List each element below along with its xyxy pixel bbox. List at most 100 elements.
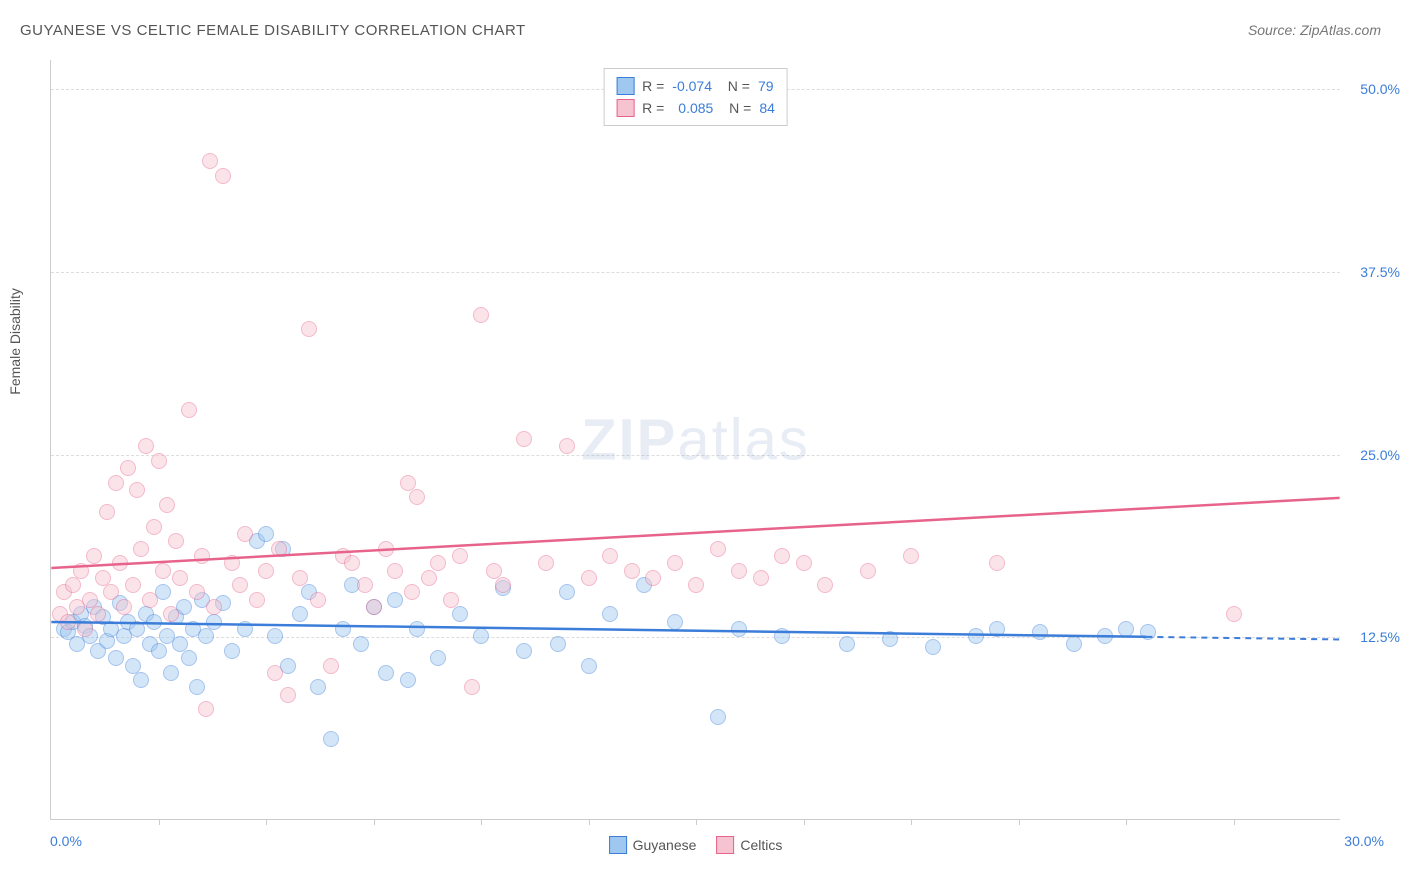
scatter-point xyxy=(163,665,179,681)
scatter-point xyxy=(77,621,93,637)
x-tick xyxy=(1234,819,1235,825)
scatter-point xyxy=(249,592,265,608)
scatter-point xyxy=(774,628,790,644)
scatter-point xyxy=(404,584,420,600)
scatter-point xyxy=(198,628,214,644)
scatter-point xyxy=(142,592,158,608)
x-tick xyxy=(1126,819,1127,825)
y-tick-label: 12.5% xyxy=(1360,629,1400,645)
scatter-point xyxy=(224,555,240,571)
scatter-point xyxy=(194,548,210,564)
scatter-point xyxy=(486,563,502,579)
y-tick-label: 37.5% xyxy=(1360,264,1400,280)
scatter-point xyxy=(387,563,403,579)
scatter-point xyxy=(168,533,184,549)
scatter-point xyxy=(989,621,1005,637)
scatter-point xyxy=(90,606,106,622)
legend-item-celtics: Celtics xyxy=(716,836,782,854)
scatter-point xyxy=(82,592,98,608)
scatter-point xyxy=(464,679,480,695)
scatter-point xyxy=(968,628,984,644)
scatter-point xyxy=(421,570,437,586)
x-tick xyxy=(696,819,697,825)
scatter-point xyxy=(138,438,154,454)
scatter-point xyxy=(129,482,145,498)
scatter-point xyxy=(817,577,833,593)
scatter-point xyxy=(378,541,394,557)
scatter-point xyxy=(366,599,382,615)
scatter-point xyxy=(602,548,618,564)
gridline xyxy=(51,455,1340,456)
scatter-point xyxy=(335,621,351,637)
scatter-point xyxy=(310,679,326,695)
scatter-point xyxy=(129,621,145,637)
watermark: ZIPatlas xyxy=(581,406,810,473)
scatter-point xyxy=(774,548,790,564)
scatter-point xyxy=(237,526,253,542)
x-axis-min-label: 0.0% xyxy=(50,833,82,849)
scatter-point xyxy=(133,541,149,557)
scatter-point xyxy=(99,504,115,520)
y-tick-label: 50.0% xyxy=(1360,81,1400,97)
scatter-point xyxy=(112,555,128,571)
legend-swatch-celtics xyxy=(616,99,634,117)
scatter-point xyxy=(443,592,459,608)
scatter-point xyxy=(387,592,403,608)
scatter-point xyxy=(882,631,898,647)
scatter-point xyxy=(495,577,511,593)
scatter-point xyxy=(344,555,360,571)
scatter-point xyxy=(710,709,726,725)
scatter-point xyxy=(189,584,205,600)
scatter-point xyxy=(292,606,308,622)
scatter-point xyxy=(559,438,575,454)
plot-area: ZIPatlas R = -0.074 N = 79 R = 0.085 N =… xyxy=(50,60,1340,820)
chart-title: GUYANESE VS CELTIC FEMALE DISABILITY COR… xyxy=(20,22,526,39)
scatter-point xyxy=(516,431,532,447)
scatter-point xyxy=(839,636,855,652)
scatter-point xyxy=(667,614,683,630)
scatter-point xyxy=(516,643,532,659)
scatter-point xyxy=(753,570,769,586)
scatter-point xyxy=(258,526,274,542)
scatter-point xyxy=(206,614,222,630)
legend-stats: R = -0.074 N = 79 R = 0.085 N = 84 xyxy=(603,68,788,126)
scatter-point xyxy=(237,621,253,637)
scatter-point xyxy=(409,489,425,505)
scatter-point xyxy=(133,672,149,688)
x-tick xyxy=(481,819,482,825)
x-tick xyxy=(589,819,590,825)
legend-row-celtics: R = 0.085 N = 84 xyxy=(616,97,775,119)
scatter-point xyxy=(206,599,222,615)
scatter-point xyxy=(172,570,188,586)
y-tick-label: 25.0% xyxy=(1360,447,1400,463)
scatter-point xyxy=(645,570,661,586)
scatter-point xyxy=(151,643,167,659)
scatter-point xyxy=(301,321,317,337)
scatter-point xyxy=(1097,628,1113,644)
scatter-point xyxy=(581,570,597,586)
scatter-point xyxy=(400,672,416,688)
scatter-point xyxy=(710,541,726,557)
scatter-point xyxy=(353,636,369,652)
scatter-point xyxy=(181,650,197,666)
legend-swatch-icon xyxy=(716,836,734,854)
scatter-point xyxy=(159,497,175,513)
scatter-point xyxy=(731,563,747,579)
chart-container: GUYANESE VS CELTIC FEMALE DISABILITY COR… xyxy=(0,0,1406,892)
scatter-point xyxy=(146,614,162,630)
scatter-point xyxy=(181,402,197,418)
scatter-point xyxy=(60,614,76,630)
legend-item-guyanese: Guyanese xyxy=(609,836,697,854)
legend-series: Guyanese Celtics xyxy=(609,836,783,854)
scatter-point xyxy=(292,570,308,586)
scatter-point xyxy=(323,658,339,674)
scatter-point xyxy=(108,650,124,666)
scatter-point xyxy=(95,570,111,586)
scatter-point xyxy=(232,577,248,593)
scatter-point xyxy=(400,475,416,491)
scatter-point xyxy=(452,606,468,622)
scatter-point xyxy=(731,621,747,637)
scatter-point xyxy=(198,701,214,717)
scatter-point xyxy=(1140,624,1156,640)
scatter-point xyxy=(1226,606,1242,622)
